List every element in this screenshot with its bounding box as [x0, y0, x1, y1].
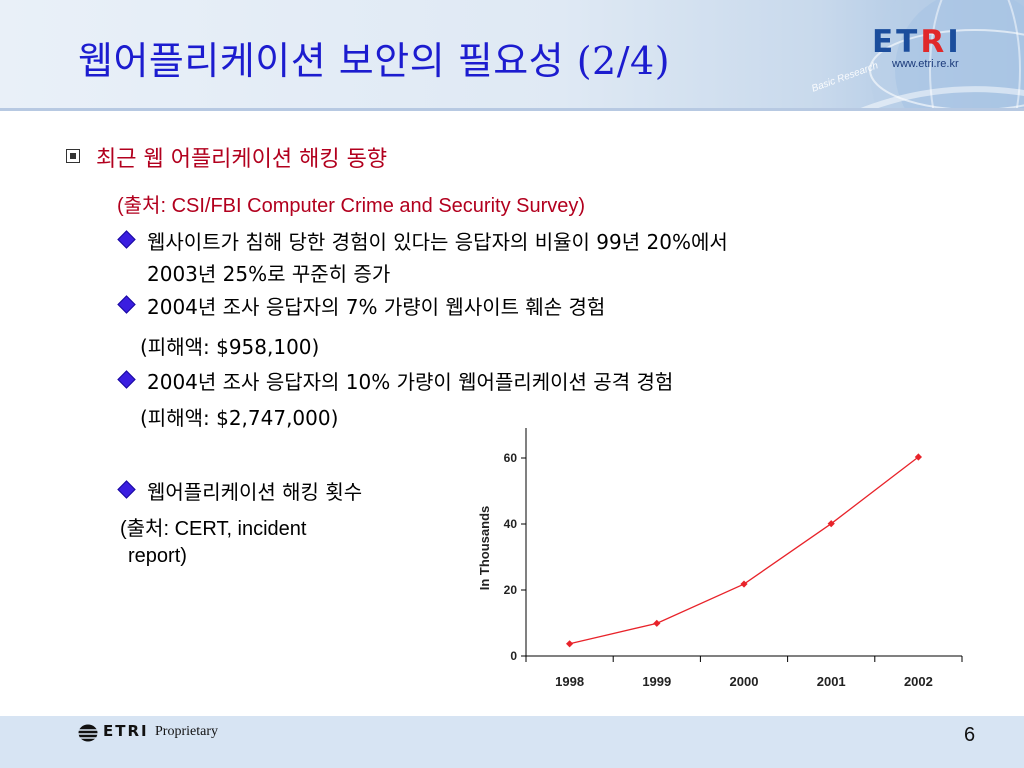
y-tick-label: 40 [504, 517, 518, 531]
x-tick-label: 1998 [555, 674, 584, 689]
x-tick-label: 1999 [642, 674, 671, 689]
list-item-line: (피해액: $958,100) [140, 335, 320, 359]
list-item-line: 2003년 25%로 꾸준히 증가 [147, 262, 391, 286]
x-tick-label: 2002 [904, 674, 933, 689]
slide-footer [0, 716, 1024, 768]
list-item-line: 2004년 조사 응답자의 10% 가량이 웹어플리케이션 공격 경험 [147, 370, 674, 394]
list-item-line: 웹사이트가 침해 당한 경험이 있다는 응답자의 비율이 99년 20%에서 [147, 230, 728, 254]
square-bullet-icon [66, 149, 80, 163]
y-axis-label: In Thousands [477, 506, 492, 591]
etri-url[interactable]: www.etri.re.kr [892, 58, 959, 70]
slide-header: 웹어플리케이션 보안의 필요성 (2/4) ETRI www.etri.re.k… [0, 0, 1024, 110]
survey-source: (출처: CSI/FBI Computer Crime and Security… [117, 195, 586, 217]
page-number: 6 [964, 724, 976, 746]
incident-chart: 0 20 40 60 1998 1999 2000 2001 2002 In Thousands [477, 428, 963, 689]
x-tick-label: 2000 [730, 674, 759, 689]
section-heading: 최근 웹 어플리케이션 해킹 동향 [96, 147, 388, 172]
chart-axes [521, 428, 963, 662]
chart-source: (출처: CERT, incident [120, 518, 307, 540]
list-item-line: 2004년 조사 응답자의 7% 가량이 웹사이트 훼손 경험 [147, 295, 606, 319]
y-tick-label: 0 [510, 649, 517, 663]
diamond-bullet-icon [117, 370, 136, 389]
logo-r: R [920, 24, 948, 60]
list-item-line: (피해액: $2,747,000) [140, 406, 339, 430]
diamond-bullet-icon [117, 295, 136, 314]
y-tick-label: 60 [504, 451, 518, 465]
diamond-bullet-icon [117, 230, 136, 249]
proprietary-label: Proprietary [155, 724, 218, 739]
data-point-marker [914, 453, 922, 461]
data-point-marker [566, 640, 574, 648]
header-divider [0, 108, 1024, 111]
data-point-marker [740, 580, 748, 588]
logo-prefix: ET [872, 24, 921, 60]
series-line [569, 456, 919, 645]
chart-series [566, 453, 922, 648]
list-item-line: 웹어플리케이션 해킹 횟수 [147, 480, 363, 504]
y-tick-label: 20 [504, 583, 518, 597]
etri-logo: ETRI [872, 24, 962, 60]
chart-labels: 0 20 40 60 1998 1999 2000 2001 2002 In Thousands [477, 451, 933, 689]
etri-globe-icon [78, 724, 98, 742]
chart-source: report) [128, 545, 187, 567]
globe-graphic [855, 0, 1024, 110]
data-point-marker [653, 619, 661, 627]
logo-suffix: I [947, 24, 962, 60]
page-title: 웹어플리케이션 보안의 필요성 (2/4) [78, 39, 671, 83]
diamond-bullet-icon [117, 480, 136, 499]
x-tick-label: 2001 [817, 674, 846, 689]
footer-logo: ETRI [103, 722, 149, 740]
